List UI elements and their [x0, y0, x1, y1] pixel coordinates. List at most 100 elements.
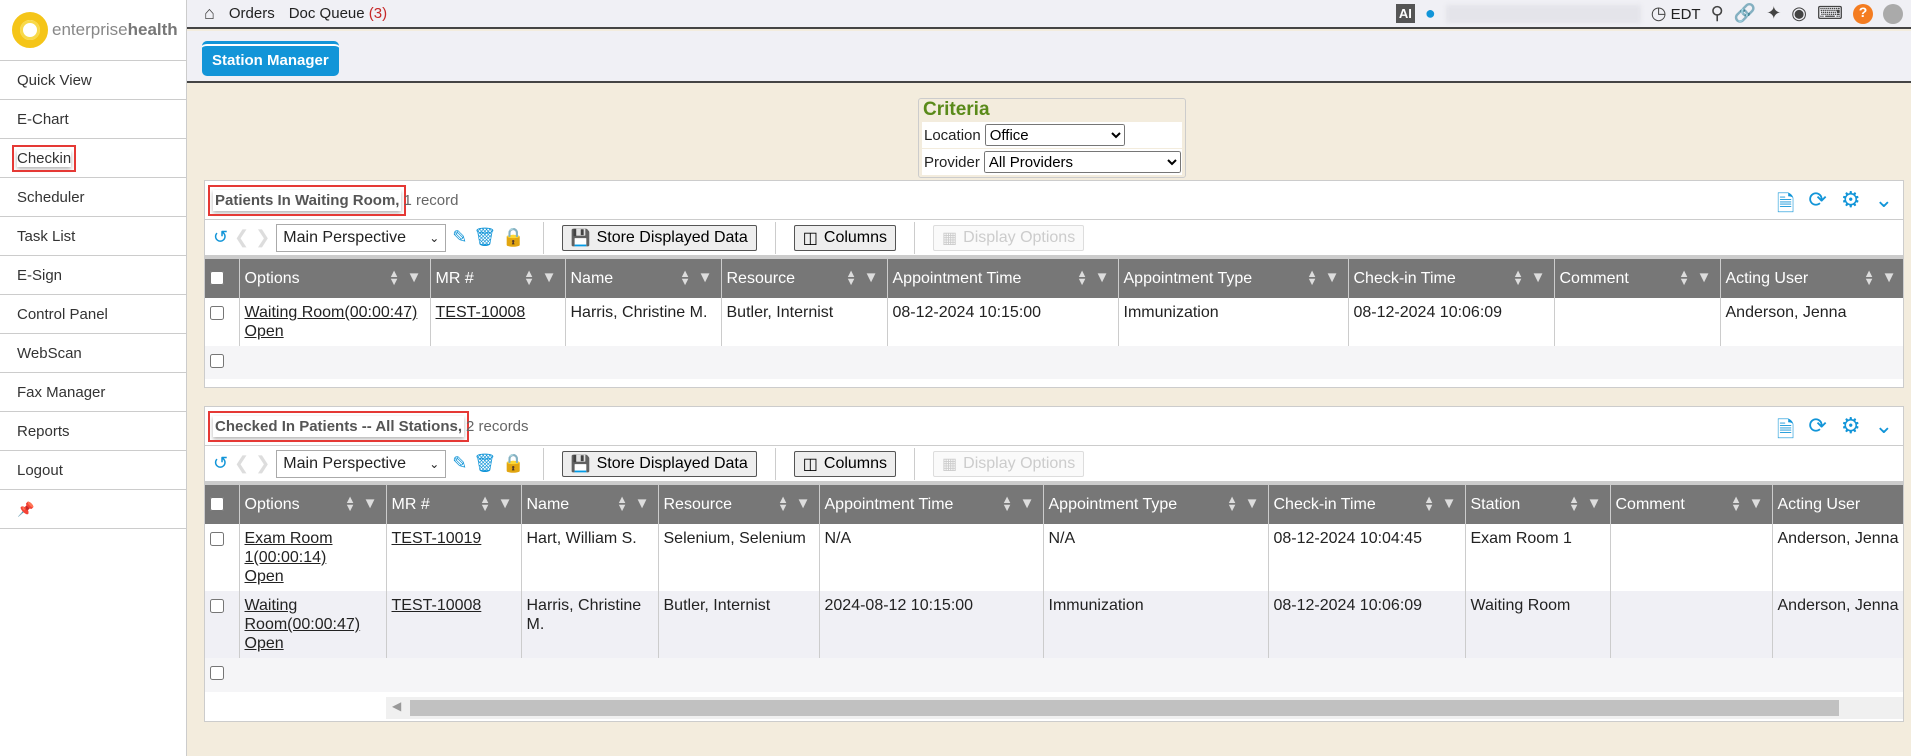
back-icon[interactable]: ❮ [234, 453, 250, 473]
station-link[interactable]: Exam Room 1(00:00:14) [244, 530, 333, 566]
filter-icon[interactable]: ▼ [1441, 495, 1457, 512]
undo-icon[interactable]: ↺ [213, 227, 229, 247]
filter-icon[interactable]: ▼ [1244, 495, 1260, 512]
trash-icon[interactable]: 🗑 [473, 453, 497, 473]
search-icon[interactable]: ⚲ [1710, 3, 1724, 23]
back-icon[interactable]: ❮ [234, 227, 250, 247]
column-header[interactable]: Check-in Time ▲ ▼ ▼ [1268, 485, 1466, 524]
column-header[interactable]: Resource ▲ ▼ ▼ [658, 485, 820, 524]
open-link[interactable]: Open [244, 323, 284, 340]
station-link[interactable]: Waiting Room(00:00:47) [244, 597, 361, 633]
column-header[interactable]: Name ▲ ▼ ▼ [521, 485, 659, 524]
sort-icon[interactable]: ▲ ▼ [1226, 494, 1238, 514]
filter-icon[interactable]: ▼ [541, 269, 557, 286]
sort-icon[interactable]: ▲ ▼ [679, 268, 691, 288]
filter-icon[interactable]: ▼ [1696, 269, 1712, 286]
column-header[interactable]: Check-in Time ▲ ▼ ▼ [1348, 259, 1555, 298]
ai-button[interactable]: AI [1395, 4, 1415, 23]
row-checkbox[interactable] [210, 666, 224, 680]
sort-icon[interactable]: ▲ ▼ [616, 494, 628, 514]
new-document-icon[interactable]: 🗎 [1776, 191, 1795, 216]
column-header[interactable]: Comment ▲ ▼ ▼ [1554, 259, 1721, 298]
home-icon[interactable]: ⌂ [204, 3, 215, 23]
sort-icon[interactable]: ▲ ▼ [845, 268, 857, 288]
magic-wand-icon[interactable]: ✦ [1766, 3, 1782, 23]
sidebar-item-control-panel[interactable]: Control Panel [0, 295, 186, 334]
mr-link[interactable]: TEST-10008 [435, 304, 526, 321]
sort-icon[interactable]: ▲ ▼ [388, 268, 400, 288]
undo-icon[interactable]: ↺ [213, 453, 229, 473]
store-displayed-data-button[interactable]: 💾 Store Displayed Data [561, 450, 757, 477]
column-header[interactable]: MR # ▲ ▼ ▼ [386, 485, 522, 524]
globe-icon[interactable]: ◉ [1791, 3, 1808, 23]
display-options-button[interactable]: ▦ Display Options [933, 450, 1085, 477]
mr-link[interactable]: TEST-10019 [391, 530, 482, 547]
sort-icon[interactable]: ▲ ▼ [1076, 268, 1088, 288]
columns-button[interactable]: ◫ Columns [793, 224, 897, 251]
filter-icon[interactable]: ▼ [497, 495, 513, 512]
filter-icon[interactable]: ▼ [863, 269, 879, 286]
sidebar-item-quick-view[interactable]: Quick View [0, 61, 186, 100]
station-link[interactable]: Waiting Room(00:00:47) [244, 304, 418, 321]
filter-icon[interactable]: ▼ [1530, 269, 1546, 286]
sort-icon[interactable]: ▲ ▼ [344, 494, 356, 514]
filter-icon[interactable]: ▼ [1586, 495, 1602, 512]
sort-icon[interactable]: ▲ ▼ [479, 494, 491, 514]
trash-icon[interactable]: 🗑 [473, 227, 497, 247]
column-header[interactable]: Appointment Type ▲ ▼ ▼ [1043, 485, 1269, 524]
sort-icon[interactable]: ▲ ▼ [1730, 494, 1742, 514]
pin-sidebar-button[interactable]: 📌 [0, 490, 186, 529]
forward-icon[interactable]: ❯ [255, 227, 271, 247]
column-header[interactable]: Options ▲ ▼ ▼ [239, 485, 387, 524]
lock-icon[interactable]: 🔒 [502, 227, 525, 247]
row-checkbox[interactable] [210, 306, 224, 320]
sort-icon[interactable]: ▲ ▼ [1568, 494, 1580, 514]
orders-link[interactable]: Orders [228, 5, 275, 22]
sidebar-item-e-chart[interactable]: E-Chart [0, 100, 186, 139]
sidebar-item-fax-manager[interactable]: Fax Manager [0, 373, 186, 412]
logo[interactable]: enterprisehealth [0, 0, 186, 61]
gear-icon[interactable]: ⚙ [1840, 187, 1861, 212]
store-displayed-data-button[interactable]: 💾 Store Displayed Data [561, 224, 757, 251]
column-header[interactable]: MR # ▲ ▼ ▼ [430, 259, 566, 298]
sidebar-item-e-sign[interactable]: E-Sign [0, 256, 186, 295]
filter-icon[interactable]: ▼ [1324, 269, 1340, 286]
column-header[interactable]: Station ▲ ▼ ▼ [1465, 485, 1611, 524]
filter-icon[interactable]: ▼ [362, 495, 378, 512]
filter-icon[interactable]: ▼ [697, 269, 713, 286]
pencil-icon[interactable]: ✎ [452, 227, 468, 247]
scroll-left-icon[interactable]: ◀ [392, 699, 402, 713]
open-link[interactable]: Open [244, 635, 284, 652]
sidebar-item-scheduler[interactable]: Scheduler [0, 178, 186, 217]
column-header[interactable]: Appointment Type ▲ ▼ ▼ [1118, 259, 1349, 298]
timezone[interactable]: ◷ EDT [1651, 3, 1701, 24]
sidebar-item-task-list[interactable]: Task List [0, 217, 186, 256]
column-header[interactable]: Acting User ▲▼ ▼ [1720, 259, 1903, 298]
location-select[interactable]: Office [984, 124, 1125, 146]
row-checkbox[interactable] [210, 354, 224, 368]
sort-icon[interactable]: ▲ ▼ [1001, 494, 1013, 514]
sort-icon[interactable]: ▲ ▼ [1512, 268, 1524, 288]
column-header[interactable]: Appointment Time ▲ ▼ ▼ [887, 259, 1119, 298]
filter-icon[interactable]: ▼ [1094, 269, 1110, 286]
filter-icon[interactable]: ▼ [1748, 495, 1764, 512]
column-header[interactable]: Appointment Time ▲ ▼ ▼ [819, 485, 1044, 524]
sidebar-item-logout[interactable]: Logout [0, 451, 186, 490]
perspective-select[interactable]: Main Perspective ⌄ [276, 223, 447, 252]
sort-icon[interactable]: ▲ ▼ [1678, 268, 1690, 288]
sort-icon[interactable]: ▲ ▼ [777, 494, 789, 514]
sidebar-item-checkin[interactable]: Checkin [0, 139, 186, 178]
doc-queue-link[interactable]: Doc Queue (3) [289, 5, 387, 22]
select-all-checkbox[interactable] [210, 270, 224, 285]
row-checkbox[interactable] [210, 532, 224, 546]
select-all-checkbox[interactable] [210, 496, 224, 511]
forward-icon[interactable]: ❯ [255, 453, 271, 473]
column-header[interactable]: Resource ▲ ▼ ▼ [721, 259, 888, 298]
row-checkbox[interactable] [210, 599, 224, 613]
sort-icon[interactable]: ▲ ▼ [1863, 268, 1875, 288]
sort-icon[interactable]: ▲ ▼ [1423, 494, 1435, 514]
filter-icon[interactable]: ▼ [1019, 495, 1035, 512]
sidebar-item-reports[interactable]: Reports [0, 412, 186, 451]
tab-station-manager[interactable]: Station Manager [202, 41, 339, 76]
new-document-icon[interactable]: 🗎 [1776, 417, 1795, 442]
